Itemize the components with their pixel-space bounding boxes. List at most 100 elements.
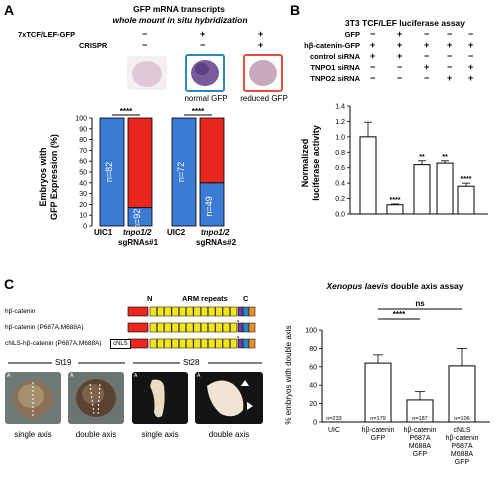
- panel-b-letter: B: [290, 2, 301, 18]
- arm-repeat: [208, 322, 216, 333]
- y-tick-label: 10: [79, 213, 87, 220]
- panel-d-chart: 020406080100n=233UICn=179hβ-cateninGFPn=…: [305, 299, 490, 466]
- bar: [386, 204, 404, 215]
- gfp-tag: [242, 338, 250, 349]
- reporter-val-1: −: [142, 29, 148, 39]
- arm-repeat: [193, 338, 201, 349]
- ns-label: ns: [415, 299, 425, 308]
- condition-value: +: [468, 73, 474, 83]
- y-tick-label: 1.0: [335, 134, 345, 141]
- sig-label: **: [419, 154, 425, 161]
- x-category-label: GFP: [371, 435, 386, 442]
- condition-value: −: [370, 73, 376, 83]
- reporter-row-label: 7xTCF/LEF-GFP: [18, 30, 76, 39]
- condition-value: +: [397, 51, 403, 61]
- mutation-marker: ▾: [237, 335, 239, 340]
- condition-value: +: [424, 62, 430, 72]
- sig-label: **: [442, 154, 448, 161]
- condition-value: +: [447, 40, 453, 50]
- arm-repeat: [149, 322, 157, 333]
- gfp-tag: [242, 322, 250, 333]
- arm-repeat: [208, 306, 216, 317]
- arm-repeat: [186, 306, 194, 317]
- arm-repeat: [230, 306, 238, 317]
- y-tick-label: 60: [79, 159, 87, 166]
- x-label-tnpo-2: tnpo1/2: [201, 228, 230, 237]
- y-tick-label: 0.4: [335, 181, 345, 188]
- x-category-label: GFP: [455, 459, 470, 466]
- y-tick-label: 80: [79, 137, 87, 144]
- arm-repeat: [200, 306, 208, 317]
- sig-stars-2: ****: [192, 107, 205, 116]
- arm-repeat: [208, 338, 216, 349]
- arm-repeat: [230, 322, 238, 333]
- condition-value: +: [397, 29, 403, 39]
- x-label-uic2: UIC2: [167, 228, 186, 237]
- y-tick-label: 100: [75, 116, 87, 123]
- condition-row-label: control siRNA: [309, 52, 360, 61]
- x-category-label: P687A: [451, 443, 472, 450]
- arm-repeat: [171, 338, 179, 349]
- n-terminal-domain: [127, 322, 149, 333]
- y-tick-label: 0: [83, 224, 87, 231]
- arm-repeat: [171, 322, 179, 333]
- condition-value: −: [424, 29, 430, 39]
- y-tick-label: 1.2: [335, 119, 345, 126]
- condition-value: −: [424, 73, 430, 83]
- arm-repeat: [164, 322, 172, 333]
- condition-value: −: [397, 62, 403, 72]
- y-tick-label: 40: [79, 180, 87, 187]
- stage-brackets: [8, 362, 262, 364]
- embryo-photo-st28-single: A: [132, 372, 188, 424]
- y-tick-label: 90: [79, 126, 87, 133]
- crispr-row-label: CRISPR: [79, 41, 108, 50]
- y-tick-label: 1.4: [335, 104, 345, 111]
- bar: [448, 365, 476, 423]
- n-label: n=92: [132, 209, 142, 229]
- arm-repeat: [200, 322, 208, 333]
- x-label-sgrnas-1: sgRNAs#1: [118, 238, 159, 247]
- embryo-photo-uninjected: [127, 56, 167, 90]
- x-label-uic1: UIC1: [94, 228, 113, 237]
- arm-repeat: [157, 338, 165, 349]
- condition-value: +: [447, 73, 453, 83]
- n-terminal-domain: [127, 338, 149, 349]
- y-tick-label: 0.8: [335, 150, 345, 157]
- arm-repeat: [200, 338, 208, 349]
- bar: [364, 362, 392, 423]
- arm-repeat: [222, 306, 230, 317]
- y-tick-label: 50: [79, 170, 87, 177]
- stacked-bar-segment: [199, 117, 225, 184]
- reporter-val-2: +: [200, 29, 206, 39]
- crispr-val-3: +: [258, 40, 264, 50]
- arm-repeat: [193, 322, 201, 333]
- construct-label-mut: hβ-catenin (P687A,M688A): [5, 324, 84, 331]
- condition-value: +: [397, 40, 403, 50]
- condition-row-label: hβ-catenin-GFP: [304, 41, 360, 50]
- y-tick-label: 30: [79, 191, 87, 198]
- c-terminal-domain: [237, 322, 244, 333]
- x-category-label: hβ-catenin: [362, 427, 395, 434]
- c-terminal-domain: [237, 306, 244, 317]
- n-label: n=233: [326, 416, 341, 422]
- condition-value: −: [424, 51, 430, 61]
- condition-value: +: [370, 40, 376, 50]
- arm-repeat: [164, 338, 172, 349]
- tail-tag: [248, 338, 256, 349]
- y-tick-label: 20: [79, 202, 87, 209]
- n-label: n=82: [104, 162, 114, 182]
- arm-repeat: [230, 338, 238, 349]
- y-tick-label: 40: [309, 383, 317, 390]
- panel-a-letter: A: [4, 2, 15, 18]
- condition-value: −: [370, 62, 376, 72]
- panel-d-title-species: Xenopus laevis: [326, 281, 389, 291]
- arm-repeat: [157, 306, 165, 317]
- y-tick-label: 20: [309, 401, 317, 408]
- stacked-bar-segment: [199, 182, 225, 227]
- arm-repeat: [164, 306, 172, 317]
- stage-st28: St28: [183, 358, 200, 367]
- panel-a-title-line1: GFP mRNA transcripts: [133, 4, 225, 14]
- condition-value: −: [468, 51, 474, 61]
- photo-corner-letter: A: [197, 373, 201, 379]
- x-category-label: hβ-catenin: [446, 435, 479, 442]
